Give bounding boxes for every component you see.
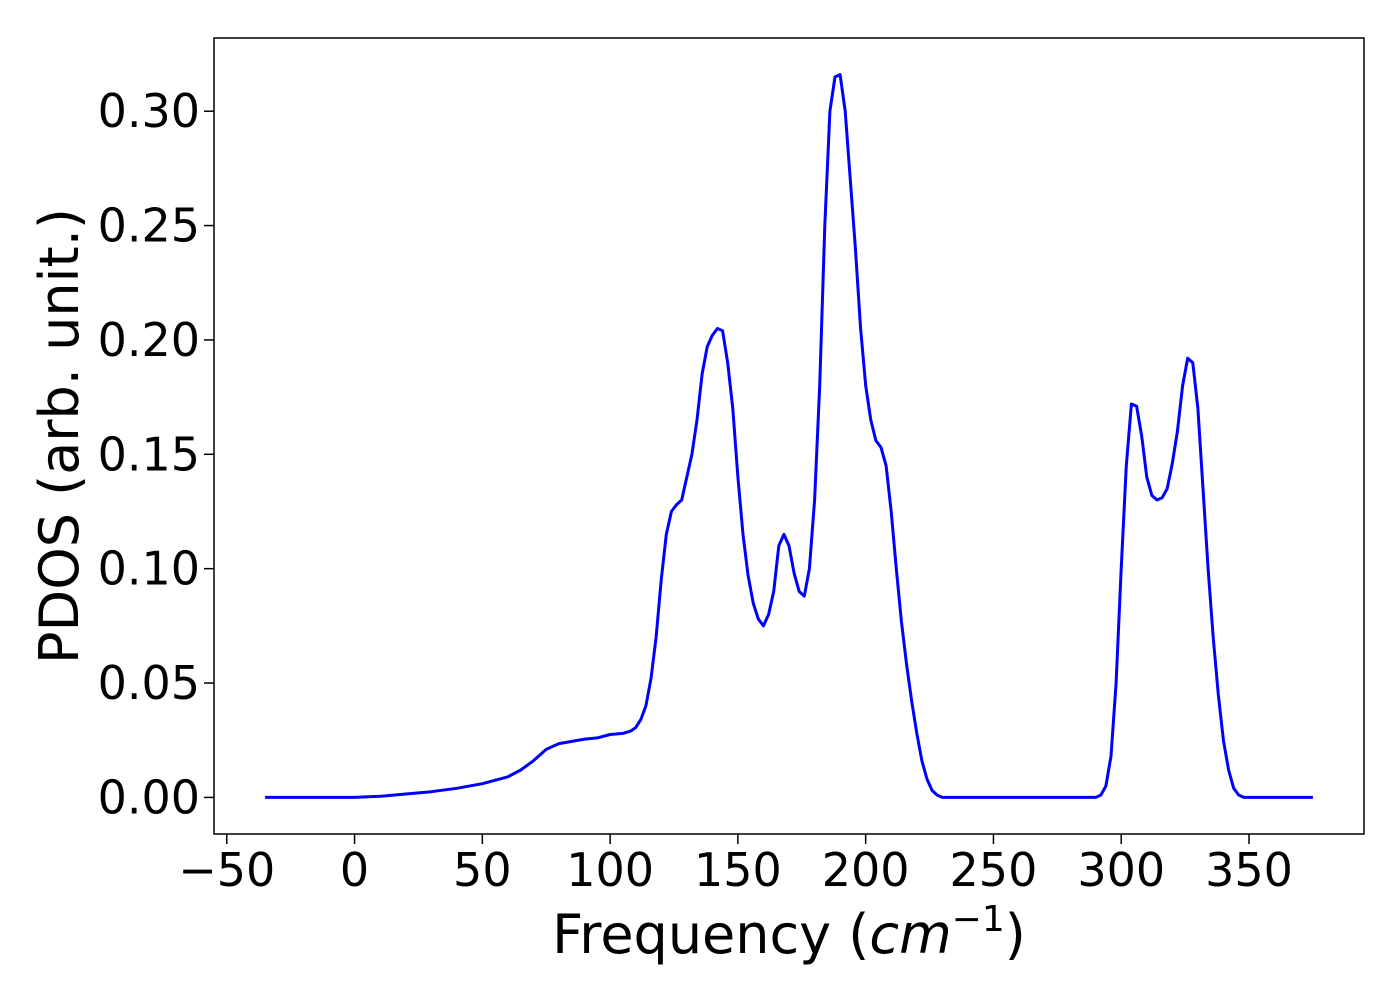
x-axis-title-unit: cm bbox=[869, 903, 951, 966]
x-tick-label: 100 bbox=[566, 843, 654, 897]
y-axis-ticks: 0.00 0.05 0.10 0.15 0.20 0.25 0.30 bbox=[98, 84, 214, 824]
pdos-series-line bbox=[265, 73, 1313, 799]
y-tick-label: 0.20 bbox=[98, 313, 200, 367]
x-tick-label: 0 bbox=[340, 843, 369, 897]
y-tick-label: 0.05 bbox=[98, 656, 200, 710]
x-tick-label: 50 bbox=[453, 843, 512, 897]
x-tick-label: −50 bbox=[178, 843, 275, 897]
x-tick-label: 150 bbox=[694, 843, 782, 897]
x-axis-title: Frequency (cm−1) bbox=[552, 899, 1026, 966]
x-tick-label: 300 bbox=[1077, 843, 1165, 897]
y-tick-label: 0.25 bbox=[98, 199, 200, 253]
x-axis-ticks: −50 0 50 100 150 200 250 300 350 bbox=[178, 834, 1293, 897]
y-axis-title: PDOS (arb. unit.) bbox=[28, 208, 91, 664]
y-tick-label: 0.30 bbox=[98, 84, 200, 138]
y-tick-label: 0.00 bbox=[98, 770, 200, 824]
x-tick-label: 350 bbox=[1205, 843, 1293, 897]
y-tick-label: 0.10 bbox=[98, 542, 200, 596]
y-tick-label: 0.15 bbox=[98, 427, 200, 481]
x-tick-label: 200 bbox=[822, 843, 910, 897]
x-tick-label: 250 bbox=[950, 843, 1038, 897]
x-axis-title-close: ) bbox=[1005, 903, 1026, 966]
x-axis-title-text: Frequency ( bbox=[552, 903, 869, 966]
plot-frame bbox=[213, 37, 1365, 835]
x-axis-title-exponent: −1 bbox=[952, 899, 1005, 940]
